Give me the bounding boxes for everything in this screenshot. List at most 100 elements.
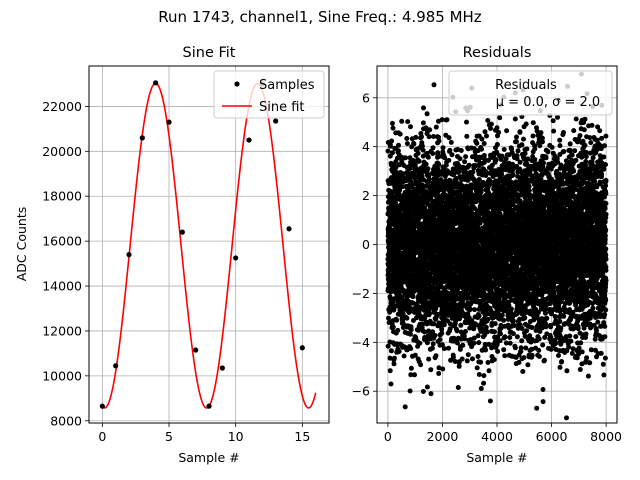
residual-point [408, 365, 414, 371]
residual-point [463, 329, 468, 334]
residual-point [433, 353, 439, 359]
residuals-ytick-label: −2 [352, 286, 370, 301]
residual-point [462, 159, 468, 165]
residual-point [487, 398, 493, 404]
residual-point [481, 373, 487, 379]
residual-point [493, 157, 499, 163]
residual-point [393, 164, 399, 170]
residual-point [416, 216, 422, 222]
sine-fit-legend: Samples Sine fit [213, 70, 325, 119]
residual-point [484, 133, 489, 139]
residual-point [429, 345, 435, 351]
residual-point [421, 166, 427, 172]
residual-point [391, 355, 397, 361]
sine-fit-xtick-label: 0 [98, 429, 106, 444]
residual-point [424, 340, 430, 346]
residual-point [407, 331, 413, 337]
residual-point [424, 384, 430, 390]
residuals-ytick-label: 4 [362, 139, 370, 154]
residual-point [402, 404, 408, 410]
residual-point [504, 128, 510, 134]
residual-point [418, 362, 424, 368]
residual-point [472, 307, 477, 313]
sine-fit-ytick-label: 20000 [42, 144, 82, 159]
residual-point [495, 348, 501, 354]
sine-fit-grid [89, 66, 329, 423]
residual-point [474, 365, 480, 371]
residual-point [423, 161, 429, 167]
residual-point [419, 134, 424, 140]
residual-point [512, 116, 518, 122]
residual-point [404, 141, 410, 147]
residual-point [413, 134, 419, 140]
residual-point [463, 154, 469, 160]
residual-point [512, 345, 518, 351]
residual-point [464, 358, 470, 364]
residual-point [422, 329, 428, 335]
residual-point [404, 136, 410, 141]
residual-point [430, 341, 436, 347]
residual-point [436, 371, 442, 376]
residual-point [424, 111, 430, 117]
sample-point [126, 252, 132, 258]
residual-point [456, 363, 462, 369]
residual-point [416, 327, 421, 333]
residual-point [420, 321, 426, 327]
residual-point [420, 389, 426, 394]
residual-point [510, 318, 516, 324]
residual-point [482, 129, 488, 135]
residual-point [449, 152, 455, 158]
residuals-plot-area [385, 71, 609, 421]
residual-point [466, 162, 472, 168]
residual-point [419, 143, 425, 149]
residual-point [399, 118, 405, 124]
residual-point [411, 141, 417, 147]
residual-point [485, 316, 491, 322]
residual-point [507, 335, 513, 340]
sine-fit-xlabel: Sample # [178, 450, 239, 465]
residual-point [416, 158, 422, 164]
residuals-xtick-label: 4000 [481, 429, 513, 444]
residual-point [401, 353, 407, 359]
residual-point [478, 359, 484, 365]
sample-point [286, 226, 292, 232]
residual-point [436, 161, 442, 167]
residual-point [424, 150, 430, 156]
residual-point [514, 134, 519, 140]
residual-point [481, 380, 487, 386]
residuals-ytick-label: 6 [362, 90, 370, 105]
sample-point [233, 255, 239, 261]
residual-point [395, 327, 401, 333]
sample-point [299, 345, 305, 351]
residuals-ytick-label: −4 [352, 335, 370, 350]
sine-fit-xtick-label: 15 [294, 429, 310, 444]
residual-point [387, 368, 393, 374]
residual-point [464, 133, 470, 139]
residual-point [474, 140, 480, 146]
residual-point [412, 372, 417, 378]
residual-point [426, 177, 432, 183]
residual-point [412, 352, 418, 358]
residual-point [389, 138, 395, 144]
sample-point [179, 229, 185, 235]
residual-point [400, 321, 406, 326]
residual-point [396, 142, 401, 148]
sine-fit-xtick-label: 5 [165, 429, 173, 444]
residual-point [476, 372, 482, 377]
sine-fit-ytick-label: 18000 [42, 189, 82, 204]
residual-point [478, 386, 484, 391]
residuals-xtick-label: 6000 [536, 429, 568, 444]
residual-point [475, 354, 481, 359]
residual-point [423, 183, 429, 189]
residual-point [407, 388, 413, 394]
residual-point [458, 322, 464, 328]
sine-fit-ytick-label: 12000 [42, 323, 82, 338]
residual-point [517, 129, 523, 135]
residual-point [497, 115, 503, 121]
residual-point [419, 182, 425, 188]
residual-point [430, 145, 436, 151]
residual-point [426, 172, 432, 178]
sine-fit-curve [101, 82, 317, 409]
residual-point [404, 315, 410, 321]
